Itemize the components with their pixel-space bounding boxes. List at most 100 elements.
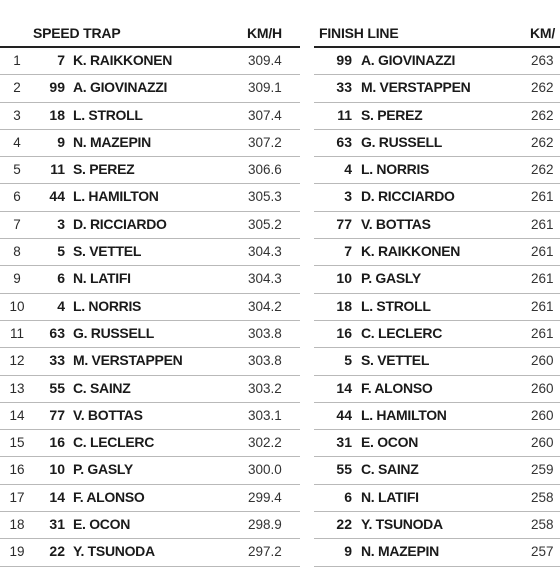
car-number: 31: [336, 434, 352, 451]
car-number: 16: [49, 434, 65, 451]
car-number: 14: [49, 488, 65, 505]
position: 17: [9, 489, 25, 505]
speed-value: 261: [531, 216, 554, 232]
table-row: 19 22 Y. TSUNODA 297.2: [0, 539, 300, 567]
position: 4: [13, 134, 21, 150]
driver-name: P. GASLY: [73, 461, 133, 478]
table-row: 44 L. HAMILTON 260: [314, 403, 560, 431]
speed-value: 258: [531, 489, 554, 505]
car-number: 22: [336, 516, 352, 533]
position: 1: [13, 53, 21, 68]
position: 9: [13, 271, 21, 287]
speed-value: 261: [531, 325, 554, 341]
table-row: 18 L. STROLL 261: [314, 294, 560, 321]
driver-name: S. PEREZ: [73, 161, 135, 178]
table-row: 13 55 C. SAINZ 303.2: [0, 376, 300, 403]
speed-value: 261: [531, 189, 554, 205]
speed-value: 261: [531, 298, 554, 314]
car-number: 6: [57, 270, 65, 287]
speed-value: 309.1: [248, 80, 282, 96]
table-row: 9 6 N. LATIFI 304.3: [0, 266, 300, 294]
finish-line-unit: KM/: [530, 25, 556, 41]
car-number: 10: [336, 270, 352, 287]
speed-value: 307.2: [248, 134, 282, 150]
table-row: 10 P. GASLY 261: [314, 266, 560, 294]
driver-name: A. GIOVINAZZI: [361, 52, 456, 68]
car-number: 44: [49, 188, 65, 205]
table-row: 10 4 L. NORRIS 304.2: [0, 294, 300, 321]
driver-name: Y. TSUNODA: [73, 543, 155, 560]
speed-value: 257: [531, 544, 554, 560]
speed-value: 262: [531, 134, 554, 150]
table-row: 5 11 S. PEREZ 306.6: [0, 157, 300, 185]
driver-name: D. RICCIARDO: [73, 215, 167, 232]
driver-name: C. LECLERC: [73, 434, 155, 451]
car-number: 11: [337, 106, 352, 123]
speed-value: 260: [531, 380, 554, 396]
speed-trap-table: SPEED TRAP KM/H 1 7 K. RAIKKONEN 309.4 2 99 A.…: [0, 20, 300, 567]
car-number: 31: [49, 516, 65, 533]
driver-name: N. LATIFI: [73, 270, 131, 287]
driver-name: L. HAMILTON: [73, 188, 159, 205]
speed-trap-title: SPEED TRAP: [33, 25, 121, 41]
finish-line-rows: 99 A. GIOVINAZZI 263 33 M. VERSTAPPEN 262 11 S.…: [314, 48, 560, 567]
table-row: 11 63 G. RUSSELL 303.8: [0, 321, 300, 349]
car-number: 18: [49, 106, 65, 123]
driver-name: L. NORRIS: [73, 297, 142, 314]
car-number: 5: [344, 352, 352, 369]
position: 14: [9, 407, 25, 423]
driver-name: N. LATIFI: [361, 488, 419, 505]
speed-value: 304.2: [248, 298, 282, 314]
speed-value: 261: [531, 271, 554, 287]
car-number: 44: [336, 406, 352, 423]
table-row: 16 10 P. GASLY 300.0: [0, 457, 300, 485]
speed-value: 306.6: [248, 162, 282, 178]
driver-name: K. RAIKKONEN: [361, 243, 461, 260]
driver-name: G. RUSSELL: [73, 324, 155, 341]
driver-name: L. STROLL: [361, 297, 431, 314]
speed-value: 305.2: [248, 216, 282, 232]
driver-name: C. SAINZ: [361, 461, 419, 478]
finish-line-table: FINISH LINE KM/ 99 A. GIOVINAZZI 263 33 M. V…: [314, 20, 560, 567]
table-row: 3 D. RICCIARDO 261: [314, 184, 560, 212]
table-row: 4 L. NORRIS 262: [314, 157, 560, 185]
car-number: 5: [57, 243, 65, 260]
speed-value: 300.0: [248, 462, 282, 478]
driver-name: M. VERSTAPPEN: [361, 79, 471, 96]
car-number: 77: [336, 215, 352, 232]
speed-value: 307.4: [248, 107, 282, 123]
car-number: 9: [344, 543, 352, 560]
speed-value: 259: [531, 462, 554, 478]
car-number: 99: [49, 79, 65, 96]
table-row: 1 7 K. RAIKKONEN 309.4: [0, 48, 300, 76]
speed-trap-rows: 1 7 K. RAIKKONEN 309.4 2 99 A. GIOVINAZZI 309.1…: [0, 48, 300, 567]
speed-value: 260: [531, 407, 554, 423]
speed-value: 304.3: [248, 271, 282, 287]
position: 13: [9, 380, 25, 396]
car-number: 4: [344, 161, 352, 178]
speed-value: 309.4: [248, 53, 282, 68]
table-row: 33 M. VERSTAPPEN 262: [314, 75, 560, 103]
speed-value: 303.2: [248, 380, 282, 396]
table-row: 14 F. ALONSO 260: [314, 376, 560, 403]
table-row: 22 Y. TSUNODA 258: [314, 512, 560, 540]
table-row: 17 14 F. ALONSO 299.4: [0, 485, 300, 513]
driver-name: V. BOTTAS: [73, 406, 143, 423]
speed-trap-header: SPEED TRAP KM/H: [0, 20, 300, 48]
table-row: 4 9 N. MAZEPIN 307.2: [0, 130, 300, 158]
driver-name: S. VETTEL: [361, 352, 430, 369]
table-row: 5 S. VETTEL 260: [314, 348, 560, 376]
speed-value: 260: [531, 435, 554, 451]
table-row: 77 V. BOTTAS 261: [314, 212, 560, 240]
speed-value: 262: [531, 162, 554, 178]
car-number: 22: [49, 543, 65, 560]
table-row: 2 99 A. GIOVINAZZI 309.1: [0, 75, 300, 103]
driver-name: E. OCON: [361, 434, 419, 451]
position: 6: [13, 189, 21, 205]
speed-value: 303.1: [248, 407, 282, 423]
driver-name: L. HAMILTON: [361, 406, 447, 423]
table-row: 55 C. SAINZ 259: [314, 457, 560, 485]
car-number: 3: [344, 188, 352, 205]
driver-name: F. ALONSO: [361, 379, 433, 396]
